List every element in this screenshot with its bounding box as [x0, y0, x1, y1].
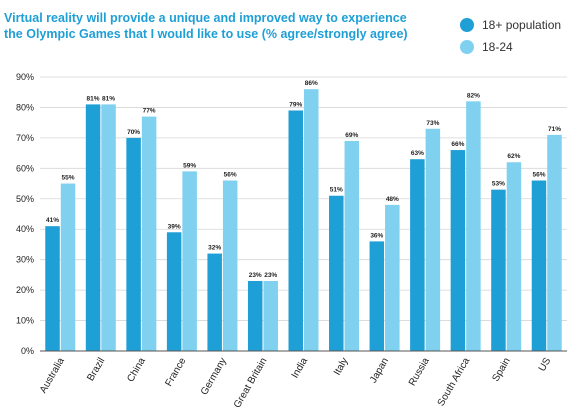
y-tick-label: 90% [16, 72, 34, 82]
data-label: 51% [330, 187, 343, 194]
bar-18-24 [263, 280, 278, 351]
chart-title: Virtual reality will provide a unique an… [4, 11, 408, 41]
data-label: 79% [289, 101, 302, 108]
data-label: 86% [305, 80, 318, 87]
legend-label-18plus: 18+ population [482, 18, 562, 32]
bar-18plus [450, 150, 466, 351]
data-label: 48% [386, 196, 399, 203]
bar-18plus [369, 241, 385, 351]
data-label: 36% [370, 232, 383, 239]
data-label: 53% [492, 181, 505, 188]
data-label: 77% [143, 108, 156, 115]
bar-18plus [288, 110, 303, 351]
data-label: 41% [46, 217, 59, 224]
data-label: 69% [345, 132, 358, 139]
x-tick-label: Australia [38, 356, 67, 396]
bar-18plus [45, 226, 60, 351]
y-tick-label: 50% [16, 194, 34, 204]
legend: 18+ population 18-24 [460, 14, 561, 58]
x-tick-label: Japan [368, 356, 391, 385]
data-label: 71% [548, 126, 561, 133]
x-tick-label: China [125, 356, 148, 385]
data-label: 81% [87, 95, 100, 102]
bar-18plus [491, 189, 506, 351]
x-tick-label: India [290, 356, 311, 381]
bar-18plus [247, 280, 263, 351]
y-tick-label: 70% [16, 133, 34, 143]
data-label: 32% [208, 245, 221, 252]
data-label: 23% [264, 272, 277, 279]
data-label: 73% [426, 120, 439, 127]
y-tick-label: 20% [16, 285, 34, 295]
bar-18-24 [344, 140, 360, 351]
x-tick-label: Germany [199, 356, 229, 397]
bar-18-24 [141, 116, 157, 351]
data-label: 66% [451, 141, 464, 148]
bar-18-24 [101, 104, 116, 352]
data-label: 56% [224, 172, 237, 179]
bar-18-24 [182, 171, 197, 351]
y-tick-label: 80% [16, 102, 34, 112]
x-tick-label: South Africa [436, 356, 473, 409]
data-label: 39% [168, 223, 181, 230]
y-tick-label: 30% [16, 255, 34, 265]
data-label: 56% [532, 172, 545, 179]
y-tick-label: 40% [16, 224, 34, 234]
bar-18plus [166, 232, 182, 351]
x-tick-label: Russia [407, 356, 432, 388]
legend-item-18-24: 18-24 [460, 36, 561, 58]
x-tick-label: France [163, 356, 188, 389]
legend-swatch-18-24 [460, 40, 474, 54]
bar-18-24 [425, 128, 441, 351]
bar-18-24 [222, 180, 238, 351]
data-label: 63% [411, 150, 424, 157]
x-tick-label: Great Britain [232, 356, 270, 410]
bar-18plus [531, 180, 547, 351]
data-label: 55% [62, 175, 75, 182]
y-tick-label: 0% [21, 346, 34, 356]
x-tick-label: Italy [332, 356, 351, 377]
data-label: 23% [249, 272, 262, 279]
bar-18plus [207, 253, 222, 351]
data-label: 82% [467, 92, 480, 99]
legend-label-18-24: 18-24 [482, 40, 513, 54]
x-tick-label: US [537, 356, 554, 374]
bar-18-24 [466, 101, 481, 351]
legend-swatch-18plus [460, 18, 474, 32]
bar-18plus [126, 137, 141, 351]
bar-18-24 [60, 183, 76, 351]
y-tick-label: 10% [16, 316, 34, 326]
bar-18plus [329, 195, 344, 351]
x-tick-label: Spain [490, 356, 512, 384]
bar-18plus [410, 159, 425, 351]
data-label: 62% [507, 153, 520, 160]
x-tick-label: Brazil [85, 356, 107, 383]
bar-18-24 [547, 134, 562, 351]
y-tick-label: 60% [16, 163, 34, 173]
bar-18plus [85, 104, 101, 352]
bar-18-24 [304, 89, 319, 351]
legend-item-18plus: 18+ population [460, 14, 561, 36]
bar-18-24 [385, 204, 400, 351]
data-label: 59% [183, 162, 196, 169]
data-label: 81% [102, 95, 115, 102]
bar-18-24 [506, 162, 522, 351]
data-label: 70% [127, 129, 140, 136]
